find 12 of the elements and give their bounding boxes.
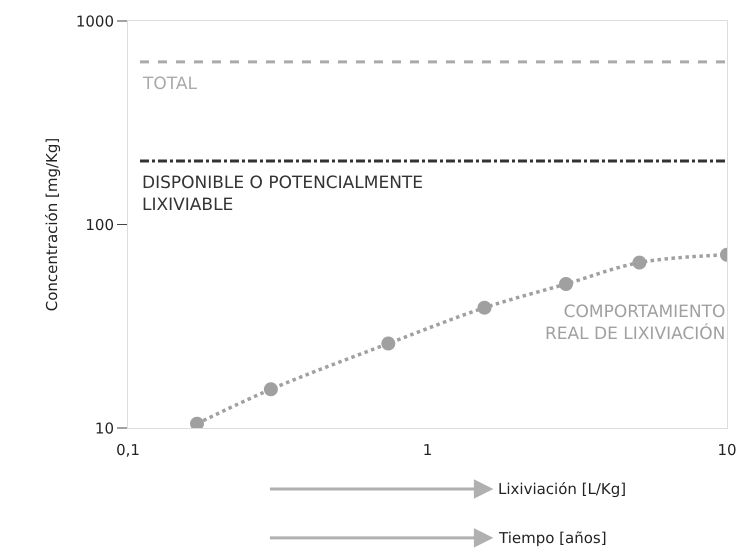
y-axis-title: Concentración [mg/Kg]: [43, 138, 62, 312]
y-tick-label: 1000: [76, 12, 114, 30]
series-label: COMPORTAMIENTO REAL DE LIXIVIACIÓN: [545, 302, 726, 344]
x-tick-label: 0,1: [116, 441, 140, 459]
ref-line-label: TOTAL: [142, 74, 198, 94]
ref-line-label: DISPONIBLE O POTENCIALMENTE LIXIVIABLE: [142, 173, 424, 216]
y-tick-label: 100: [85, 216, 114, 234]
text: Tiempo [años]: [498, 529, 607, 547]
x-axis-title: Lixiviación [L/Kg]: [498, 480, 626, 498]
y-tick-label: 10: [94, 419, 114, 438]
x-tick-label: 1: [422, 441, 432, 459]
x-tick-label: 10: [717, 441, 737, 459]
